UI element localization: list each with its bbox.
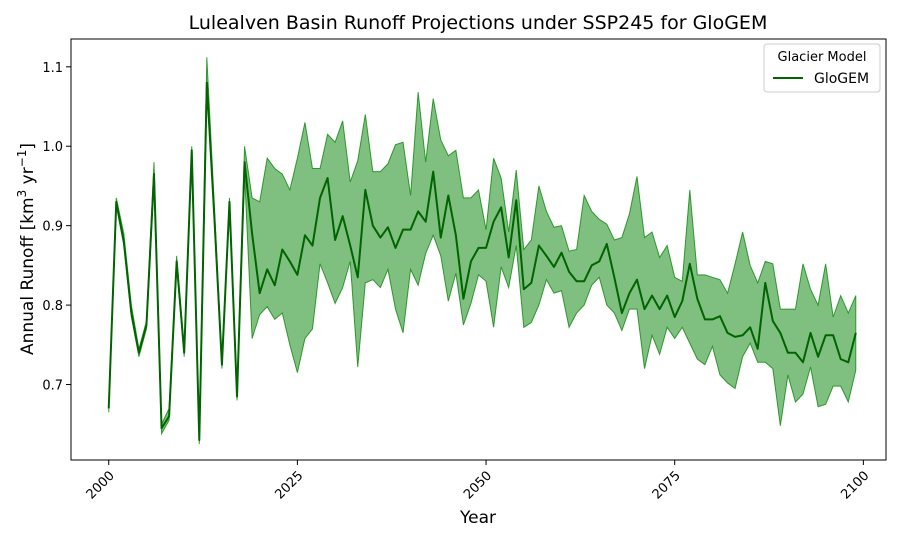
- y-axis-label: Annual Runoff [km3 yr−1]: [15, 143, 38, 355]
- y-axis-label-superscript-2: −1: [15, 150, 29, 168]
- x-tick-label: 2075: [650, 468, 684, 502]
- x-tick-label: 2000: [84, 468, 118, 502]
- y-axis-label-superscript-1: 3: [15, 190, 29, 198]
- x-axis: 2000 2025 2050 2075 2100: [84, 460, 872, 502]
- legend-label-glogem: GloGEM: [814, 71, 869, 87]
- y-axis-label-end: ]: [18, 143, 38, 150]
- chart-title: Lulealven Basin Runoff Projections under…: [189, 12, 768, 34]
- y-axis-label-mid: yr: [18, 167, 38, 189]
- legend-box: [763, 43, 881, 93]
- legend: Glacier Model GloGEM: [763, 43, 881, 93]
- y-tick-label: 0.7: [42, 379, 63, 394]
- x-axis-label: Year: [459, 508, 496, 528]
- plot-frame: [70, 38, 887, 461]
- x-tick-label: 2100: [838, 468, 872, 502]
- y-axis: 0.7 0.8 0.9 1.0 1.1: [42, 61, 71, 394]
- x-tick-label: 2050: [461, 468, 495, 502]
- y-axis-label-text: Annual Runoff [km: [18, 197, 38, 355]
- y-tick-label: 0.8: [42, 299, 63, 314]
- y-tick-label: 1.0: [42, 140, 63, 155]
- uncertainty-band-0: [108, 57, 857, 445]
- x-tick-label: 2025: [272, 468, 306, 502]
- legend-title: Glacier Model: [778, 50, 867, 65]
- plot-area: [107, 57, 857, 445]
- mean-line-0: [107, 81, 857, 442]
- y-tick-label: 1.1: [42, 61, 63, 76]
- y-tick-label: 0.9: [42, 220, 63, 235]
